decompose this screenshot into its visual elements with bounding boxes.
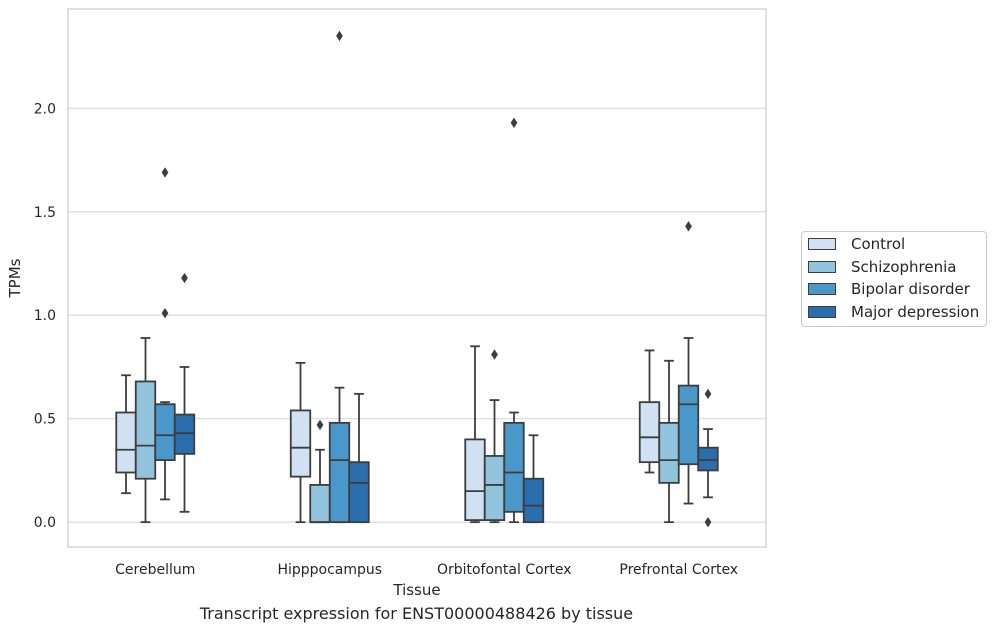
x-tick-label: Hipppocampus xyxy=(277,562,382,578)
outlier-point xyxy=(161,308,169,319)
box-iqr xyxy=(134,380,157,480)
legend-label: Bipolar disorder xyxy=(851,280,970,298)
legend-swatch xyxy=(808,283,836,295)
tick-labels: 0.0 0.5 1.0 1.5 2.0 Cerebellum Hipppocampus Orb… xyxy=(34,101,738,578)
x-tick-label: Cerebellum xyxy=(115,562,195,578)
box-iqr xyxy=(289,409,312,478)
legend-item: Bipolar disorder xyxy=(808,279,970,299)
outlier-point xyxy=(704,388,712,400)
box-iqr xyxy=(658,421,680,484)
box-iqr xyxy=(503,421,525,513)
legend-label: Control xyxy=(851,235,906,253)
y-tick-label: 0.5 xyxy=(34,412,56,428)
outlier-point xyxy=(161,167,169,178)
y-axis-label: TPMs xyxy=(6,258,24,298)
x-axis-label: Tissue xyxy=(392,581,440,599)
box-bipolar-disorder xyxy=(503,117,525,524)
boxes xyxy=(115,30,719,528)
y-tick-label: 2.0 xyxy=(34,101,56,117)
box-schizophrenia xyxy=(658,359,680,524)
outlier-point xyxy=(704,516,712,528)
box-iqr xyxy=(483,455,506,522)
outlier-point xyxy=(685,221,692,232)
legend-swatch xyxy=(808,238,836,250)
box-control xyxy=(464,345,486,524)
box-iqr xyxy=(173,413,196,455)
outlier-point xyxy=(316,419,324,431)
y-tick-label: 0.0 xyxy=(34,515,56,531)
box-iqr xyxy=(348,461,370,524)
box-iqr xyxy=(115,411,137,474)
box-iqr xyxy=(677,384,700,466)
box-control xyxy=(638,349,661,474)
outlier-point xyxy=(336,30,343,42)
y-tick-label: 1.0 xyxy=(34,308,56,324)
box-iqr xyxy=(464,438,486,521)
outlier-point xyxy=(181,272,188,284)
box-major-depression xyxy=(173,272,196,513)
box-iqr xyxy=(328,421,351,524)
legend-item: Schizophrenia xyxy=(808,257,956,277)
box-major-depression xyxy=(522,434,545,524)
box-control xyxy=(289,361,312,524)
legend-label: Schizophrenia xyxy=(851,257,957,276)
box-major-depression xyxy=(348,392,370,524)
y-tick-label: 1.5 xyxy=(34,205,56,221)
box-iqr xyxy=(154,403,176,461)
x-tick-label: Orbitofontal Cortex xyxy=(437,562,572,578)
box-schizophrenia xyxy=(309,419,331,524)
box-control xyxy=(115,374,137,495)
box-major-depression xyxy=(697,388,719,528)
outlier-point xyxy=(510,117,518,128)
box-bipolar-disorder xyxy=(154,167,176,501)
box-schizophrenia xyxy=(483,349,506,524)
chart-title: Transcript expression for ENST0000048842… xyxy=(199,604,634,623)
box-iqr xyxy=(638,401,661,464)
plot-frame xyxy=(67,8,767,548)
legend-label: Major depression xyxy=(851,302,980,321)
legend-item: Control xyxy=(808,234,905,254)
box-schizophrenia xyxy=(134,337,157,524)
box-iqr xyxy=(309,484,331,524)
box-iqr xyxy=(697,446,719,472)
box-bipolar-disorder xyxy=(328,30,351,524)
legend-item: Major depression xyxy=(808,302,979,322)
x-tick-label: Prefrontal Cortex xyxy=(619,562,738,578)
outlier-point xyxy=(491,349,498,360)
box-iqr xyxy=(522,477,545,524)
legend-swatch xyxy=(808,260,836,273)
box-bipolar-disorder xyxy=(677,221,700,505)
legend-swatch xyxy=(808,305,836,318)
legend: Control Schizophrenia Bipolar disorder Majo… xyxy=(801,231,987,327)
